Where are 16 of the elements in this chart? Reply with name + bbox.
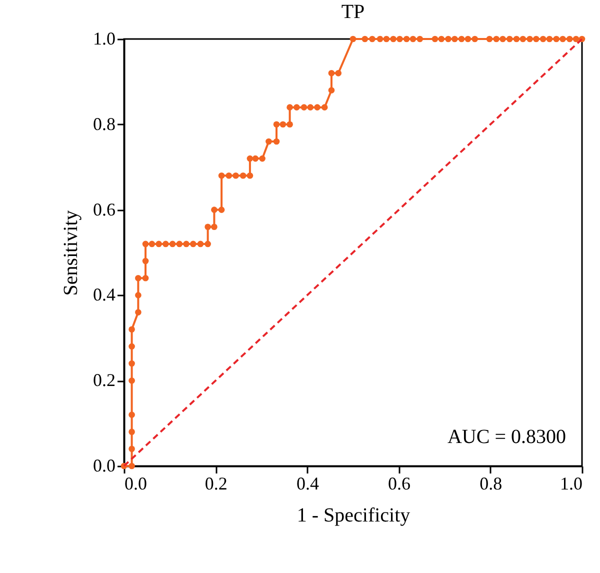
- y-tick-label: 0.6: [93, 199, 116, 220]
- x-tick-label: 1.0: [560, 474, 582, 494]
- y-tick-label: 0.8: [93, 114, 116, 134]
- y-tick-label: 0.4: [93, 284, 116, 305]
- x-tick-label: 0.0: [124, 474, 147, 494]
- x-axis-title: 1 - Specificity: [296, 504, 410, 526]
- x-tick-label: 0.2: [204, 474, 228, 494]
- chart-title: TP: [341, 1, 365, 23]
- y-tick-label: 0.2: [93, 370, 116, 390]
- annotation: AUC = 0.8300: [447, 426, 566, 448]
- y-tick-label: 0.0: [93, 456, 116, 476]
- x-tick-label: 0.6: [388, 474, 411, 494]
- y-tick-label: 1.0: [93, 28, 116, 48]
- y-axis-title: Sensitivity: [60, 210, 82, 296]
- x-tick-label: 0.4: [296, 474, 319, 494]
- x-tick-label: 0.8: [480, 474, 502, 494]
